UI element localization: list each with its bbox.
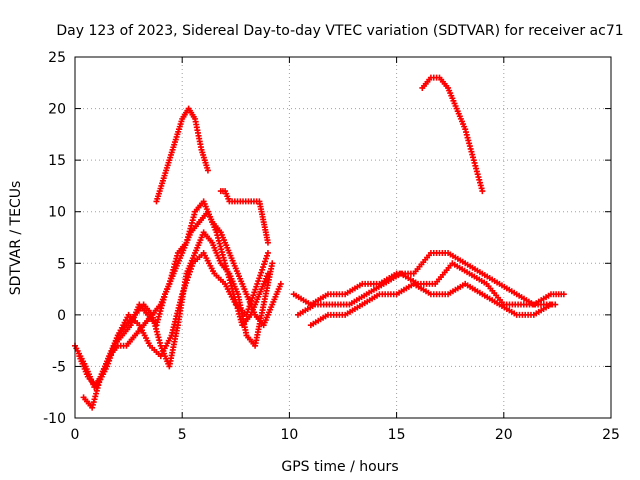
x-tick-label: 15 [388, 427, 406, 443]
track-4-point [253, 283, 260, 290]
y-tick-label: -5 [52, 359, 66, 375]
x-axis-label: GPS time / hours [281, 459, 398, 475]
track-4-point [260, 264, 267, 271]
track-4-point [183, 279, 190, 286]
data-marks [72, 74, 567, 411]
track-4-point [244, 309, 251, 316]
y-tick-label: 0 [57, 308, 66, 324]
track-4-point [243, 311, 250, 318]
x-tick-label: 10 [280, 427, 298, 443]
track-4-point [262, 258, 269, 265]
track-4-point [251, 289, 258, 296]
track-4-point [182, 282, 189, 289]
track-4-point [249, 294, 256, 301]
track-5-point [204, 167, 211, 174]
y-tick-label: 20 [48, 102, 66, 118]
x-tick-label: 25 [602, 427, 620, 443]
track-4-point [181, 285, 188, 292]
track-4-point [105, 360, 112, 367]
y-tick-label: 15 [48, 153, 66, 169]
track-1-point [277, 280, 284, 287]
track-4-point [258, 269, 265, 276]
plot-frame [74, 56, 612, 419]
track-4-point [109, 349, 116, 356]
track-4-point [187, 265, 194, 272]
x-tick-label: 0 [71, 427, 80, 443]
track-4-point [111, 340, 118, 347]
track-4-point [248, 297, 255, 304]
track-10-point [479, 188, 486, 195]
track-4-point [263, 252, 270, 259]
track-4-point [185, 274, 192, 281]
y-axis-label: SDTVAR / TECUs [8, 181, 24, 296]
track-4-point [250, 292, 257, 299]
track-4-point [106, 357, 113, 364]
track-4-point [263, 255, 270, 262]
track-6-point [264, 239, 271, 246]
track-4-point [247, 300, 254, 307]
track-7-point [560, 291, 567, 298]
track-4-point [257, 272, 264, 279]
track-4-point [261, 261, 268, 268]
track-4-point [107, 354, 114, 361]
track-4-point [264, 249, 271, 256]
track-4-point [255, 278, 262, 285]
track-4-point [246, 303, 253, 310]
y-tick-label: 5 [57, 256, 66, 272]
track-4-point [180, 288, 187, 295]
axis-ticks: 0 5 10 15 20 25 -10 -5 0 5 10 15 20 25 [43, 50, 620, 443]
y-tick-label: 25 [48, 50, 66, 66]
track-4-point [259, 266, 266, 273]
track-4-point [104, 363, 111, 370]
grid [75, 57, 611, 418]
track-4-point [110, 343, 117, 350]
y-tick-label: 10 [48, 205, 66, 221]
track-4-point [188, 263, 195, 270]
track-4-point [256, 275, 263, 282]
track-4-point [113, 335, 120, 342]
y-tick-label: -10 [43, 411, 66, 427]
x-tick-label: 20 [495, 427, 513, 443]
track-4-point [179, 291, 186, 298]
x-tick-label: 5 [178, 427, 187, 443]
track-3-point [269, 260, 276, 267]
track-4-point [252, 286, 259, 293]
track-4-point [254, 280, 261, 287]
track-4-point [108, 352, 115, 359]
track-4-point [186, 271, 193, 278]
track-4-point [110, 346, 117, 353]
chart-title: Day 123 of 2023, Sidereal Day-to-day VTE… [56, 23, 623, 39]
track-4-point [184, 277, 191, 284]
track-4-point [112, 338, 119, 345]
track-9-point [547, 301, 554, 308]
track-4-point [245, 306, 252, 313]
track-4-point [186, 268, 193, 275]
